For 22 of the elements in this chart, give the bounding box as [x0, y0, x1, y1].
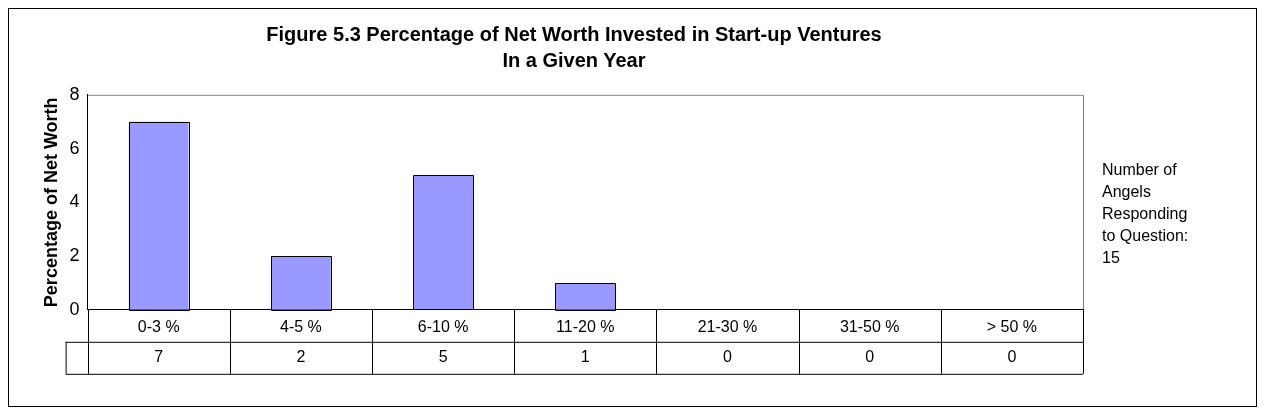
y-axis-title: Percentage of Net Worth: [40, 97, 61, 308]
data-label: 0: [1007, 348, 1017, 366]
data-label: 0: [865, 348, 875, 366]
data-label: 1: [580, 348, 590, 366]
data-label: 0: [723, 348, 733, 366]
x-tick-label: 11-20 %: [556, 317, 615, 335]
x-tick-label: 6-10 %: [417, 317, 469, 335]
y-tick-label: 4: [69, 191, 80, 212]
data-label: 2: [296, 348, 306, 366]
x-tick-label: 0-3 %: [137, 317, 180, 335]
text: Number of Angels Responding to Question: 15: [1102, 160, 1190, 268]
x-tick-label: 4-5 %: [280, 317, 322, 335]
y-tick-label: 2: [69, 245, 80, 266]
data-label: 7: [154, 348, 164, 366]
y-tick-label: 8: [69, 83, 80, 104]
x-tick-label: 21-30 %: [697, 317, 758, 335]
x-tick-label: > 50 %: [986, 317, 1038, 335]
y-tick-label: 0: [69, 298, 80, 319]
y-tick-label: 6: [69, 137, 80, 158]
chart-title: Figure 5.3 Percentage of Net Worth Invested in Start-up Ventures In a Given Year: [265, 22, 883, 73]
x-tick-label: 31-50 %: [839, 317, 900, 335]
data-label: 5: [438, 348, 448, 366]
